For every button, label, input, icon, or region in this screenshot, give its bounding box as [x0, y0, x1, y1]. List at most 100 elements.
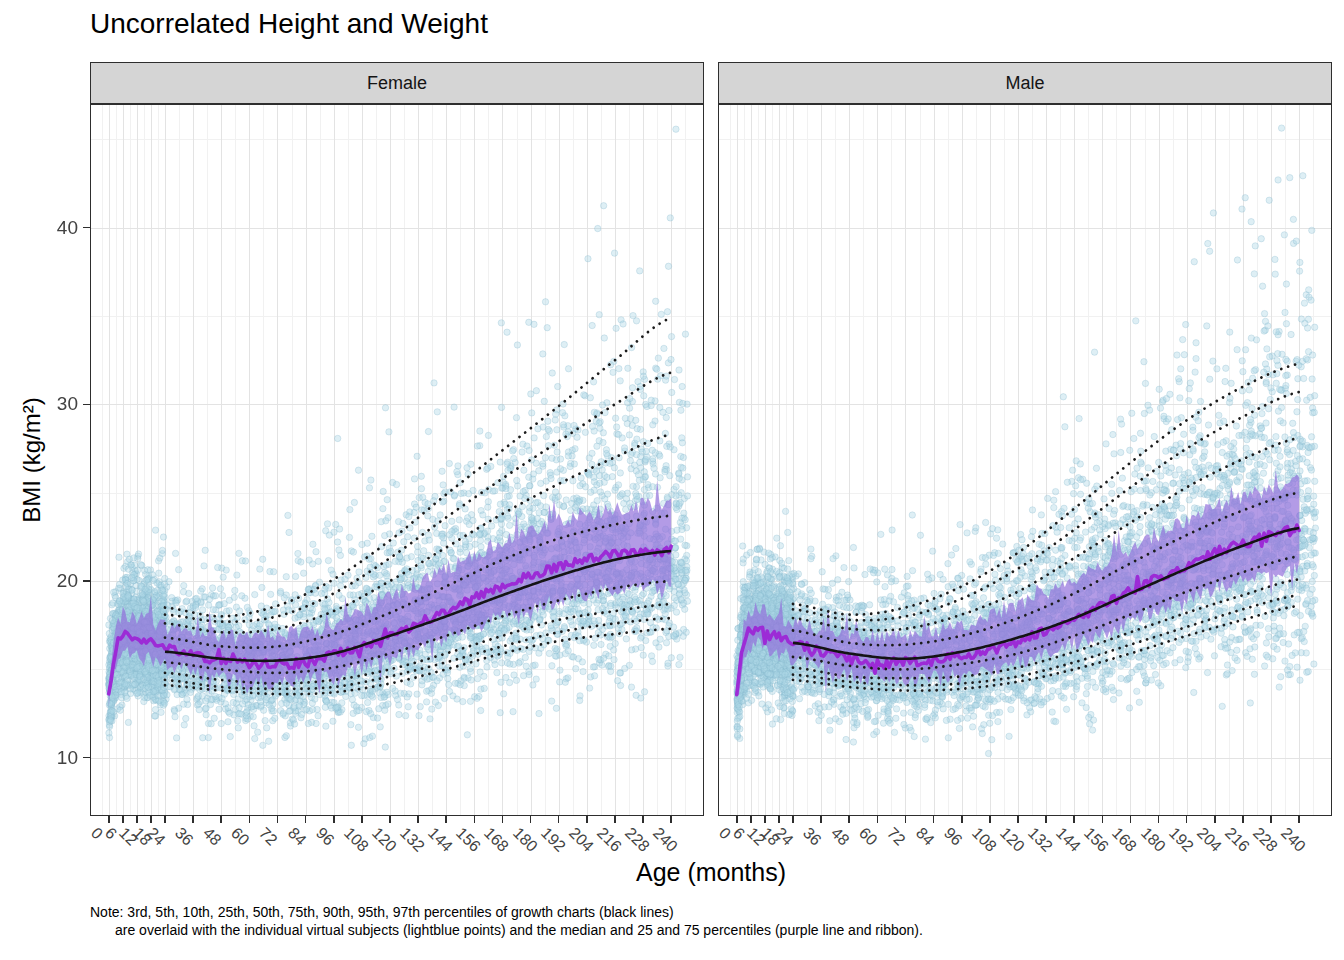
y-tick-mark [83, 757, 90, 759]
x-tick-mark [333, 816, 335, 823]
y-tick-label: 30 [38, 393, 78, 415]
x-tick-mark [558, 816, 560, 823]
x-tick-label: 240 [649, 824, 681, 856]
y-tick-label: 10 [38, 747, 78, 769]
x-tick-mark [1270, 816, 1272, 823]
x-tick-label: 180 [509, 824, 541, 856]
x-tick-mark [530, 816, 532, 823]
x-tick-mark [1017, 816, 1019, 823]
facet-label-male: Male [1005, 73, 1044, 94]
y-tick-label: 20 [38, 570, 78, 592]
x-tick-label: 168 [481, 824, 513, 856]
x-tick-label: 108 [968, 824, 1000, 856]
x-tick-mark [474, 816, 476, 823]
x-tick-label: 156 [1081, 824, 1113, 856]
figure: Uncorrelated Height and Weight BMI (kg/m… [0, 0, 1344, 960]
x-tick-label: 228 [1249, 824, 1281, 856]
x-tick-label: 96 [940, 824, 965, 849]
facet-strip-male: Male [718, 62, 1332, 104]
x-tick-label: 120 [996, 824, 1028, 856]
x-tick-label: 144 [1052, 824, 1084, 856]
x-tick-label: 192 [537, 824, 569, 856]
x-tick-label: 84 [284, 824, 309, 849]
facet-label-female: Female [367, 73, 427, 94]
x-tick-label: 120 [368, 824, 400, 856]
x-tick-mark [220, 816, 222, 823]
x-tick-label: 72 [256, 824, 281, 849]
x-tick-mark [933, 816, 935, 823]
x-tick-mark [961, 816, 963, 823]
x-tick-mark [905, 816, 907, 823]
x-tick-label: 132 [1024, 824, 1056, 856]
x-tick-label: 192 [1165, 824, 1197, 856]
x-tick-mark [361, 816, 363, 823]
x-tick-label: 24 [771, 824, 796, 849]
y-tick-mark [83, 404, 90, 406]
x-tick-label: 96 [312, 824, 337, 849]
panel-male [718, 104, 1332, 816]
x-tick-mark [778, 816, 780, 823]
x-tick-label: 48 [828, 824, 853, 849]
x-tick-label: 60 [856, 824, 881, 849]
x-tick-label: 144 [424, 824, 456, 856]
x-tick-mark [848, 816, 850, 823]
y-axis-title: BMI (kg/m²) [18, 397, 46, 522]
x-tick-mark [764, 816, 766, 823]
x-tick-mark [750, 816, 752, 823]
note-line-1: Note: 3rd, 5th, 10th, 25th, 50th, 75th, … [90, 903, 923, 921]
x-tick-mark [277, 816, 279, 823]
x-tick-label: 108 [340, 824, 372, 856]
x-tick-mark [1242, 816, 1244, 823]
x-tick-mark [136, 816, 138, 823]
panel-canvas-female [90, 104, 704, 816]
x-tick-label: 24 [143, 824, 168, 849]
chart-title: Uncorrelated Height and Weight [90, 8, 488, 40]
panel-canvas-male [718, 104, 1332, 816]
x-tick-label: 36 [171, 824, 196, 849]
x-tick-label: 204 [1193, 824, 1225, 856]
x-tick-mark [670, 816, 672, 823]
x-tick-label: 84 [912, 824, 937, 849]
x-tick-mark [150, 816, 152, 823]
x-tick-mark [1073, 816, 1075, 823]
x-tick-mark [445, 816, 447, 823]
x-tick-label: 228 [621, 824, 653, 856]
x-tick-label: 156 [453, 824, 485, 856]
x-tick-mark [192, 816, 194, 823]
x-tick-mark [877, 816, 879, 823]
x-tick-label: 180 [1137, 824, 1169, 856]
x-tick-mark [1186, 816, 1188, 823]
x-tick-mark [1214, 816, 1216, 823]
x-tick-label: 48 [200, 824, 225, 849]
x-tick-mark [820, 816, 822, 823]
y-tick-mark [83, 227, 90, 229]
x-tick-mark [642, 816, 644, 823]
x-tick-mark [249, 816, 251, 823]
x-tick-mark [586, 816, 588, 823]
x-tick-mark [164, 816, 166, 823]
x-tick-label: 132 [396, 824, 428, 856]
x-axis-title: Age (months) [636, 858, 786, 887]
x-tick-label: 72 [884, 824, 909, 849]
y-tick-label: 40 [38, 217, 78, 239]
panel-female [90, 104, 704, 816]
x-tick-label: 216 [1221, 824, 1253, 856]
note: Note: 3rd, 5th, 10th, 25th, 50th, 75th, … [90, 903, 923, 939]
x-tick-label: 216 [593, 824, 625, 856]
x-tick-mark [1298, 816, 1300, 823]
note-line-2: are overlaid with the individual virtual… [90, 921, 923, 939]
x-tick-mark [736, 816, 738, 823]
y-tick-mark [83, 580, 90, 582]
x-tick-mark [417, 816, 419, 823]
x-tick-label: 60 [228, 824, 253, 849]
x-tick-mark [108, 816, 110, 823]
x-tick-mark [1158, 816, 1160, 823]
x-tick-mark [989, 816, 991, 823]
x-tick-label: 204 [565, 824, 597, 856]
x-tick-label: 36 [799, 824, 824, 849]
x-tick-mark [502, 816, 504, 823]
x-tick-label: 240 [1277, 824, 1309, 856]
x-tick-label: 168 [1109, 824, 1141, 856]
x-tick-mark [614, 816, 616, 823]
x-tick-mark [1045, 816, 1047, 823]
